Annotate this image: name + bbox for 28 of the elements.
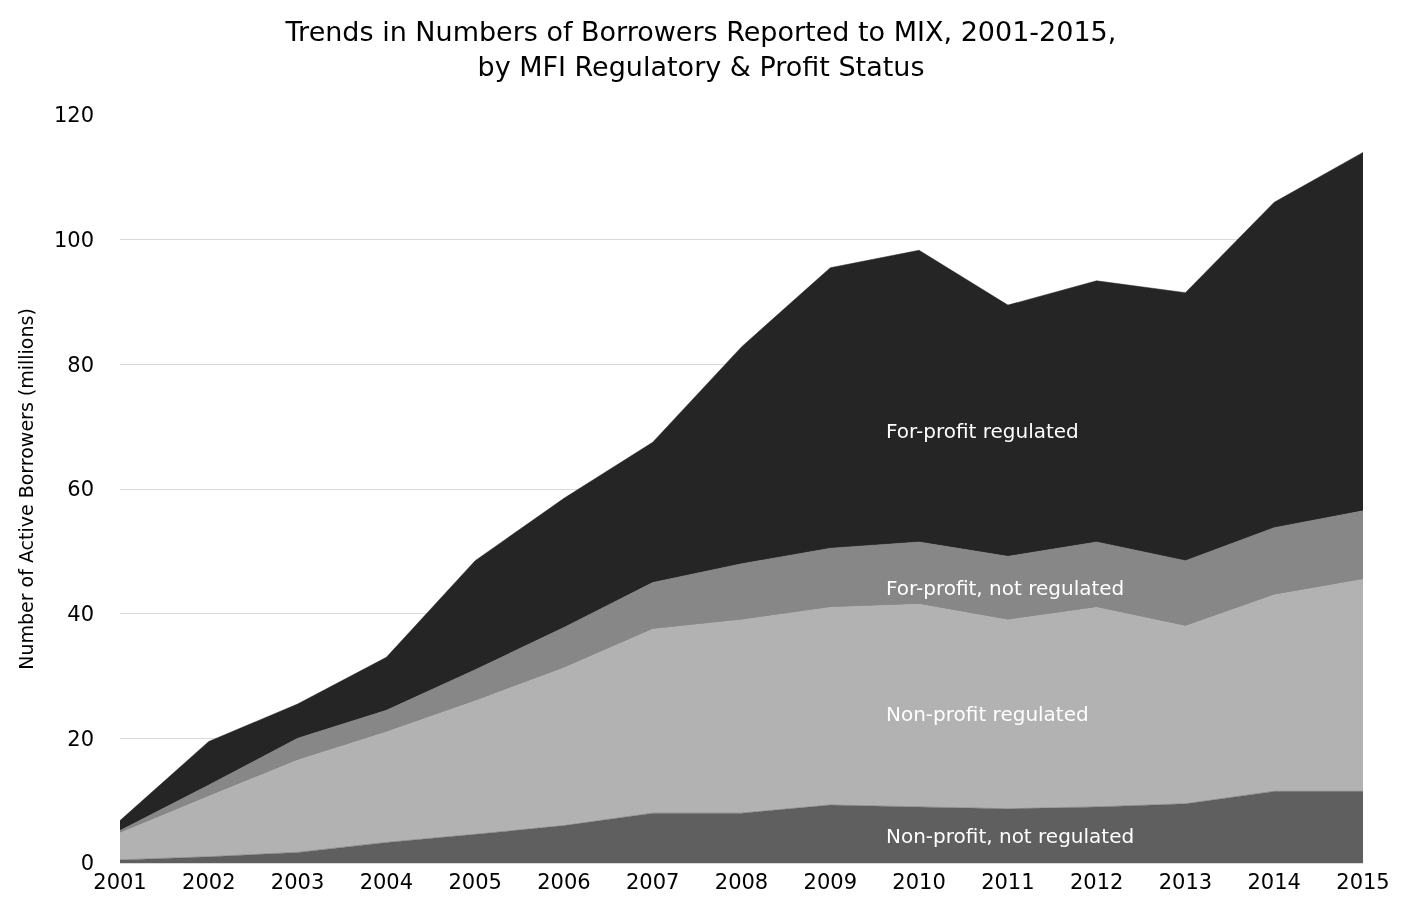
y-tick-label: 80 — [67, 352, 94, 377]
x-tick-label: 2002 — [182, 870, 236, 895]
x-tick-label: 2013 — [1158, 870, 1213, 895]
y-tick-label: 40 — [67, 602, 94, 627]
x-tick-label: 2015 — [1336, 870, 1390, 895]
x-tick-label: 2012 — [1069, 870, 1124, 895]
y-tick-label: 0 — [80, 851, 94, 876]
series-label: For-profit, not regulated — [886, 576, 1125, 600]
series-label: Non-profit regulated — [886, 702, 1089, 726]
y-tick-label: 100 — [53, 228, 94, 253]
x-tick-label: 2009 — [803, 870, 858, 895]
y-tick-label: 120 — [53, 103, 94, 128]
x-tick-label: 2014 — [1247, 870, 1301, 895]
series-label: Non-profit, not regulated — [886, 824, 1135, 848]
x-tick-label: 2007 — [625, 870, 680, 895]
x-tick-label: 2010 — [892, 870, 946, 895]
x-tick-label: 2005 — [448, 870, 502, 895]
y-tick-label: 60 — [67, 477, 94, 502]
chart-title: Trends in Numbers of Borrowers Reported to MIX, 2001-2015, by MFI Regulatory & Profit Status — [284, 16, 1117, 83]
y-axis-title: Number of Active Borrowers (millions) — [14, 308, 37, 670]
x-tick-label: 2001 — [93, 870, 147, 895]
x-tick-label: 2003 — [270, 870, 325, 895]
x-tick-label: 2011 — [981, 870, 1035, 895]
x-tick-label: 2008 — [714, 870, 769, 895]
series-label: For-profit regulated — [886, 419, 1079, 443]
y-tick-label: 20 — [67, 726, 94, 751]
x-tick-label: 2006 — [537, 870, 591, 895]
x-tick-label: 2004 — [359, 870, 414, 895]
